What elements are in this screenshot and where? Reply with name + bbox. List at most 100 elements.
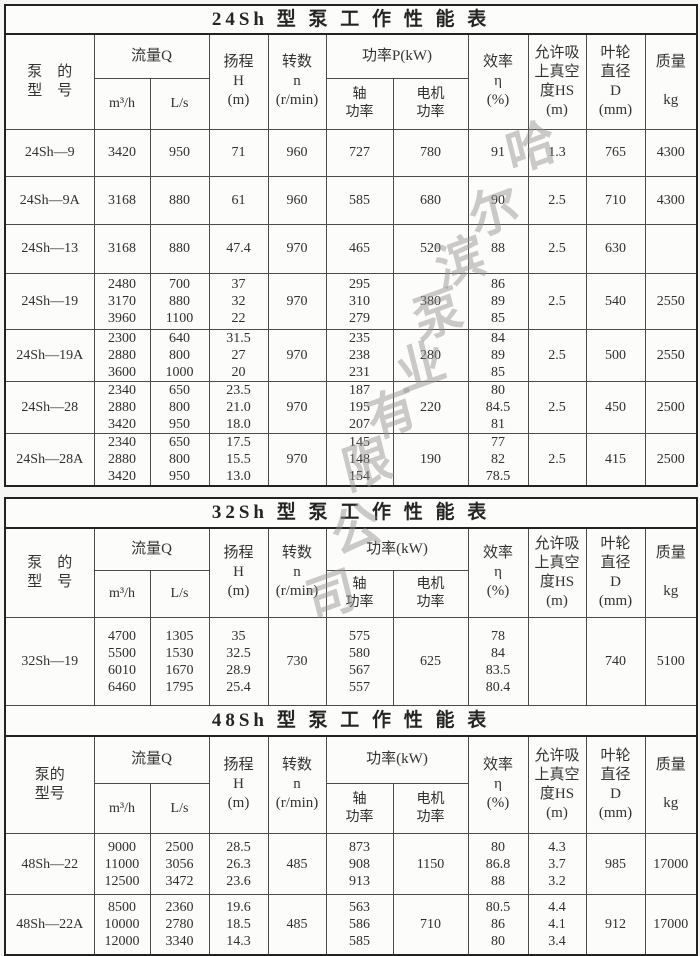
table-title-48sh: 48Sh 型 泵 工 作 性 能 表 xyxy=(4,705,698,737)
table-title-row: 32Sh 型 泵 工 作 性 能 表 xyxy=(4,497,698,529)
header-row-sub: m³/h L/s 轴 功率 电机 功率 xyxy=(5,570,697,618)
table-row: 24Sh—19 2480 3170 3960 700 880 1100 37 3… xyxy=(4,272,698,330)
cell: 35 32.5 28.9 25.4 xyxy=(208,617,269,706)
cell: 2500 xyxy=(644,432,698,486)
cell: 78 84 83.5 80.4 xyxy=(467,617,529,706)
cell: 2360 2780 3340 xyxy=(149,894,210,955)
cell: 2.5 xyxy=(527,223,587,274)
col-header-speed: 转数 n (r/min) xyxy=(267,735,327,834)
cell: 61 xyxy=(208,175,269,225)
cell: 17000 xyxy=(644,833,698,895)
pump-table-24sh: 24Sh 型 泵 工 作 性 能 表 泵 的 型 号 流量Q 扬程 H (m) … xyxy=(4,4,699,487)
cell: 970 xyxy=(267,223,327,274)
cell: 4.3 3.7 3.2 xyxy=(527,833,587,895)
col-header-mass: 质量 kg xyxy=(644,735,698,834)
col-header-speed: 转数 n (r/min) xyxy=(267,527,327,618)
header-row-top: 泵 的 型 号 流量Q 扬程 H (m) 转数 n (r/min) 功率P(kW… xyxy=(4,33,698,130)
cell: 4700 5500 6010 6460 xyxy=(93,617,151,706)
col-header-efficiency: 效率 η (%) xyxy=(467,527,529,618)
cell: 450 xyxy=(585,380,646,434)
cell: 190 xyxy=(392,432,469,486)
header-row-top: 泵 的 型 号 流量Q 扬程 H (m) 转数 n (r/min) 功率(kW)… xyxy=(4,527,698,618)
col-header-impeller: 叶轮 直径 D (mm) xyxy=(585,527,646,618)
col-header-ls: L/s xyxy=(149,77,210,130)
col-header-power: 功率(kW) xyxy=(325,527,469,571)
cell xyxy=(527,617,587,706)
col-header-motor-power: 电机 功率 xyxy=(392,77,469,130)
cell: 563 586 585 xyxy=(325,894,394,955)
col-header-power: 功率(kW) xyxy=(325,735,469,784)
cell: 950 xyxy=(149,128,210,177)
table-title-row: 24Sh 型 泵 工 作 性 能 表 xyxy=(4,4,698,35)
cell: 873 908 913 xyxy=(325,833,394,895)
col-header-model: 泵的 型号 xyxy=(4,735,95,834)
cell: 2550 xyxy=(644,272,698,330)
cell: 19.6 18.5 14.3 xyxy=(208,894,269,955)
cell-model: 24Sh—13 xyxy=(4,223,95,274)
table-row: 32Sh—19 4700 5500 6010 6460 1305 1530 16… xyxy=(4,617,698,706)
table-row: 48Sh—22A 8500 10000 12000 2360 2780 3340… xyxy=(4,894,698,955)
cell: 80 84.5 81 xyxy=(467,380,529,434)
cell: 4300 xyxy=(644,128,698,177)
cell: 2.5 xyxy=(527,380,587,434)
col-header-m3h: m³/h xyxy=(93,77,151,130)
col-header-mass: 质量 kg xyxy=(644,527,698,618)
cell: 465 xyxy=(325,223,394,274)
table-title-24sh: 24Sh 型 泵 工 作 性 能 表 xyxy=(4,4,698,35)
cell: 727 xyxy=(325,128,394,177)
cell: 88 xyxy=(467,223,529,274)
cell: 640 800 1000 xyxy=(149,328,210,382)
cell-model: 32Sh—19 xyxy=(4,617,95,706)
cell: 485 xyxy=(267,894,327,955)
cell: 970 xyxy=(267,380,327,434)
cell: 3168 xyxy=(93,223,151,274)
col-header-shaft-power: 轴 功率 xyxy=(325,783,394,834)
col-header-efficiency: 效率 η (%) xyxy=(467,33,529,130)
cell: 970 xyxy=(267,328,327,382)
cell: 575 580 567 557 xyxy=(325,617,394,706)
cell: 47.4 xyxy=(208,223,269,274)
table-row: 24Sh—9A 3168 880 61 960 585 680 90 2.5 7… xyxy=(4,175,698,225)
table-row: 24Sh—28 2340 2880 3420 650 800 950 23.5 … xyxy=(4,380,698,434)
col-header-model: 泵 的 型 号 xyxy=(4,33,95,130)
cell: 650 800 950 xyxy=(149,432,210,486)
cell: 680 xyxy=(392,175,469,225)
col-header-speed: 转数 n (r/min) xyxy=(267,33,327,130)
cell: 5100 xyxy=(644,617,698,706)
col-header-flow: 流量Q xyxy=(93,735,210,784)
cell: 1.3 xyxy=(527,128,587,177)
table-row: 48Sh—22 9000 11000 12500 2500 3056 3472 … xyxy=(4,833,698,895)
col-header-suction: 允许吸 上真空 度HS (m) xyxy=(527,527,587,618)
cell: 630 xyxy=(585,223,646,274)
cell: 37 32 22 xyxy=(208,272,269,330)
cell: 2340 2880 3420 xyxy=(93,380,151,434)
cell: 710 xyxy=(392,894,469,955)
cell-model: 48Sh—22 xyxy=(4,833,95,895)
cell: 380 xyxy=(392,272,469,330)
cell: 970 xyxy=(267,272,327,330)
cell: 2500 3056 3472 xyxy=(149,833,210,895)
cell: 77 82 78.5 xyxy=(467,432,529,486)
cell: 8500 10000 12000 xyxy=(93,894,151,955)
cell: 2550 xyxy=(644,328,698,382)
cell: 730 xyxy=(267,617,327,706)
cell: 31.5 27 20 xyxy=(208,328,269,382)
cell: 2480 3170 3960 xyxy=(93,272,151,330)
col-header-head: 扬程 H (m) xyxy=(208,33,269,130)
table-row: 24Sh—28A 2340 2880 3420 650 800 950 17.5… xyxy=(4,432,698,486)
cell: 500 xyxy=(585,328,646,382)
cell: 71 xyxy=(208,128,269,177)
cell-model: 24Sh—28 xyxy=(4,380,95,434)
cell: 960 xyxy=(267,128,327,177)
col-header-ls: L/s xyxy=(149,570,210,618)
col-header-model: 泵 的 型 号 xyxy=(4,527,95,618)
cell: 2.5 xyxy=(527,175,587,225)
cell: 740 xyxy=(585,617,646,706)
cell: 3420 xyxy=(93,128,151,177)
cell: 2300 2880 3600 xyxy=(93,328,151,382)
cell xyxy=(644,223,698,274)
cell: 2340 2880 3420 xyxy=(93,432,151,486)
cell: 23.5 21.0 18.0 xyxy=(208,380,269,434)
col-header-motor-power: 电机 功率 xyxy=(392,570,469,618)
